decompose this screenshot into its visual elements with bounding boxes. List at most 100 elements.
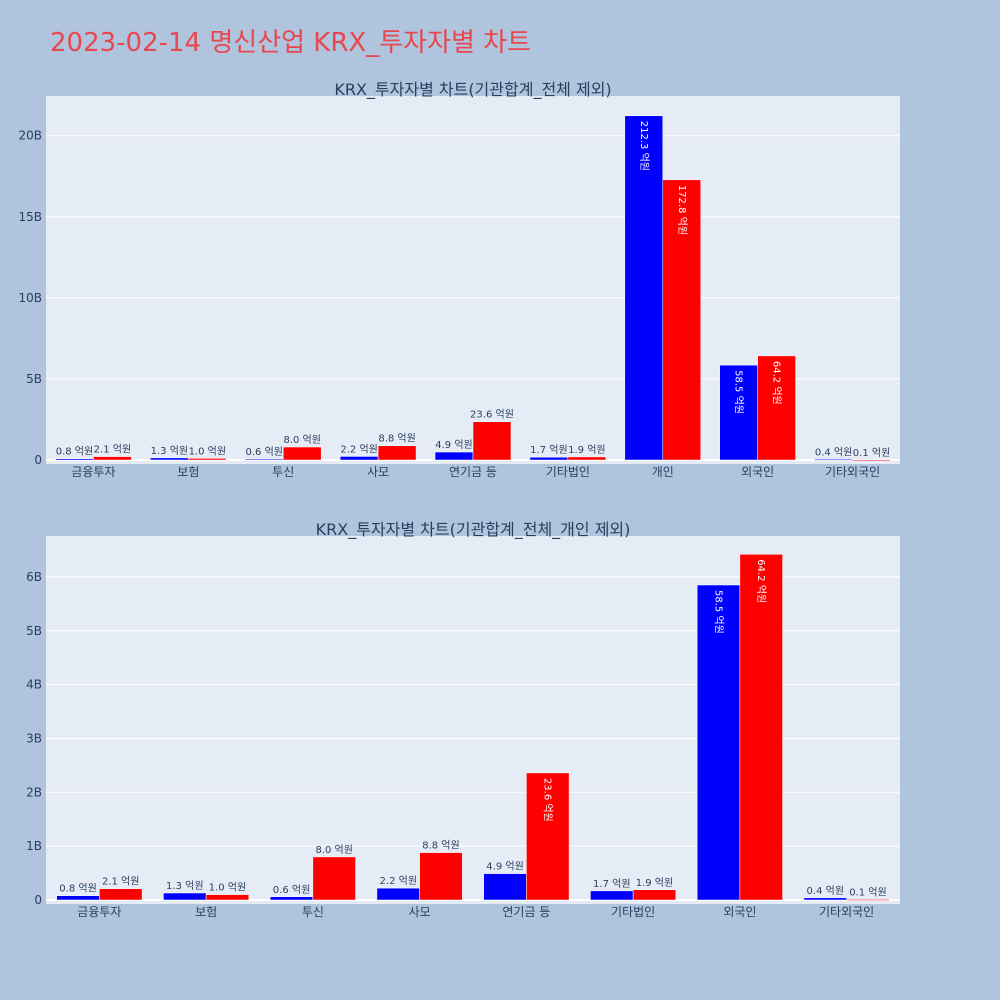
y-tick-label: 1B	[26, 839, 42, 853]
main-title: 2023-02-14 명신산업 KRX_투자자별 차트	[50, 28, 532, 58]
bar	[339, 456, 379, 461]
x-tick-label: 기타법인	[611, 905, 655, 919]
data-label: 23.6 억원	[542, 778, 554, 822]
x-tick-label: 기타외국인	[819, 905, 874, 919]
data-label: 2.1 억원	[102, 876, 139, 888]
data-label: 0.8 억원	[56, 446, 93, 458]
chart-title: KRX_투자자별 차트(기관합계_전체_개인 제외)	[316, 520, 631, 540]
data-label: 0.8 억원	[59, 883, 96, 895]
bar	[93, 456, 132, 461]
data-label: 1.0 억원	[209, 882, 246, 894]
data-label: 212.3 억원	[638, 121, 650, 171]
data-label: 0.1 억원	[849, 886, 886, 898]
x-tick-label: 투신	[302, 905, 324, 919]
data-label: 8.0 억원	[315, 844, 352, 856]
bar	[434, 451, 474, 461]
bar	[188, 458, 227, 461]
y-tick-label: 6B	[26, 570, 42, 584]
data-label: 64.2 억원	[755, 559, 767, 603]
x-tick-label: 개인	[652, 465, 674, 479]
chart-2: 0 1B 2B 3B 4B 5B 6B KRX_투자자별 차트(기관합계_전체_개인 제외) 금…	[26, 520, 900, 919]
data-label: 8.0 억원	[283, 434, 320, 446]
y-tick-label: 5B	[26, 624, 42, 638]
bar	[624, 115, 664, 461]
bar	[739, 554, 783, 901]
data-label: 0.1 억원	[853, 447, 890, 459]
x-tick-label: 기타법인	[546, 465, 590, 479]
bar	[567, 456, 607, 461]
data-label: 1.0 억원	[189, 445, 226, 457]
bar	[377, 445, 417, 461]
bar	[662, 179, 701, 461]
bar	[757, 355, 796, 461]
bar	[419, 852, 463, 901]
x-tick-label: 연기금 등	[449, 465, 497, 479]
data-label: 172.8 억원	[676, 185, 688, 235]
data-label: 1.9 억원	[568, 444, 605, 456]
data-label: 0.6 억원	[246, 446, 283, 458]
bar	[56, 895, 100, 901]
bar	[846, 899, 890, 901]
x-tick-label: 금융투자	[77, 905, 121, 919]
bar	[529, 456, 569, 461]
data-label: 1.3 억원	[166, 880, 203, 892]
data-label: 4.9 억원	[435, 439, 472, 451]
y-tick-label: 15B	[18, 210, 42, 224]
data-label: 2.2 억원	[380, 875, 417, 887]
bar	[472, 421, 512, 461]
data-label: 1.7 억원	[593, 878, 630, 890]
bar	[803, 897, 847, 901]
y-tick-label: 5B	[26, 372, 42, 386]
bar	[526, 772, 570, 901]
data-label: 0.6 억원	[273, 884, 310, 896]
x-tick-label: 보험	[195, 905, 217, 919]
data-label: 4.9 억원	[486, 861, 523, 873]
bar	[55, 458, 94, 461]
data-label: 8.8 억원	[422, 840, 459, 852]
x-tick-label: 투신	[272, 465, 294, 479]
x-tick-label: 연기금 등	[502, 905, 550, 919]
data-label: 2.1 억원	[94, 444, 131, 456]
x-tick-label: 외국인	[741, 465, 774, 479]
bar	[312, 856, 356, 901]
y-tick-label: 3B	[26, 731, 42, 745]
bar	[632, 889, 677, 901]
y-tick-label: 10B	[18, 291, 42, 305]
data-label: 58.5 억원	[713, 590, 725, 634]
x-tick-label: 외국인	[723, 905, 756, 919]
x-tick-label: 금융투자	[71, 465, 115, 479]
bar	[99, 888, 143, 901]
bar	[719, 364, 758, 461]
y-tick-label: 2B	[26, 785, 42, 799]
chart-title: KRX_투자자별 차트(기관합계_전체 제외)	[334, 80, 611, 100]
data-label: 1.9 억원	[636, 877, 673, 889]
bar	[205, 894, 250, 901]
y-tick-label: 20B	[18, 129, 42, 143]
data-label: 58.5 억원	[733, 370, 745, 414]
bar	[696, 584, 741, 901]
data-label: 0.4 억원	[807, 885, 844, 897]
y-tick-label: 0	[34, 893, 42, 907]
bar	[269, 896, 314, 901]
data-label: 0.4 억원	[815, 446, 852, 458]
data-label: 2.2 억원	[340, 443, 377, 455]
x-tick-label: 기타외국인	[825, 465, 880, 479]
data-label: 1.7 억원	[530, 444, 567, 456]
data-label: 64.2 억원	[771, 361, 783, 405]
data-label: 1.3 억원	[151, 445, 188, 457]
bar	[282, 446, 322, 461]
bar	[245, 458, 284, 461]
x-tick-label: 사모	[409, 905, 431, 919]
bar	[163, 892, 207, 901]
bar	[150, 457, 189, 461]
bar	[483, 873, 527, 901]
chart-1: 0 5B 10B 15B 20B KRX_투자자별 차트(기관합계_전체 제외) 금융투자 0…	[18, 80, 900, 479]
bar	[814, 459, 853, 461]
bar	[852, 459, 891, 462]
bar	[376, 887, 420, 901]
bar	[590, 890, 634, 901]
y-tick-label: 0	[34, 453, 42, 467]
data-label: 8.8 억원	[378, 433, 415, 445]
